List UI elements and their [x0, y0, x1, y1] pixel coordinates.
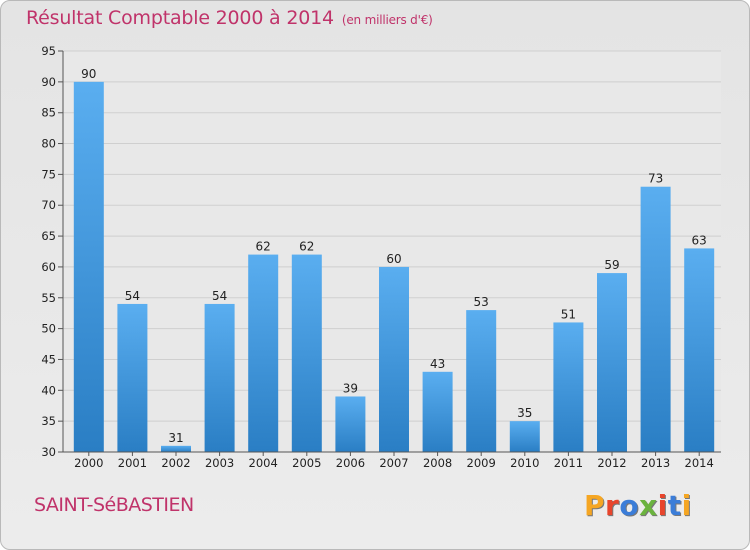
y-tick-label: 90 — [41, 75, 56, 89]
y-tick-label: 60 — [41, 260, 56, 274]
y-tick-label: 80 — [41, 137, 56, 151]
bar — [248, 254, 279, 452]
x-tick-label: 2013 — [641, 456, 670, 470]
y-tick-label: 40 — [41, 383, 56, 397]
data-label: 60 — [386, 252, 401, 266]
x-tick-label: 2012 — [597, 456, 626, 470]
logo-letter: i — [657, 489, 668, 522]
y-tick-label: 95 — [41, 44, 56, 58]
bar — [335, 396, 366, 452]
data-label: 39 — [343, 381, 358, 395]
data-label: 53 — [474, 295, 489, 309]
x-tick-label: 2001 — [118, 456, 147, 470]
x-tick-label: 2000 — [74, 456, 103, 470]
bar — [684, 248, 715, 452]
logo-letter: o — [619, 489, 640, 522]
bar — [73, 81, 104, 452]
chart-title: Résultat Comptable 2000 à 2014 (en millie… — [26, 7, 433, 29]
data-label: 31 — [168, 431, 183, 445]
data-label: 43 — [430, 357, 445, 371]
x-tick-label: 2014 — [685, 456, 714, 470]
data-label: 54 — [212, 289, 227, 303]
bar — [553, 322, 584, 452]
y-tick-label: 50 — [41, 322, 56, 336]
bar — [161, 445, 191, 452]
data-label: 35 — [517, 406, 532, 420]
data-label: 59 — [604, 258, 619, 272]
data-label: 62 — [299, 240, 314, 254]
y-tick-label: 85 — [41, 106, 56, 120]
x-tick-label: 2009 — [467, 456, 496, 470]
bar — [291, 254, 322, 452]
logo-letter: x — [639, 489, 658, 522]
data-label: 63 — [692, 233, 707, 247]
logo-letter: t — [667, 489, 682, 522]
data-label: 73 — [648, 172, 663, 186]
chart-subtitle: (en milliers d'€) — [341, 13, 433, 27]
town-name: SAINT-SéBASTIEN — [34, 494, 194, 516]
data-label: 54 — [125, 289, 140, 303]
x-tick-label: 2007 — [379, 456, 408, 470]
y-tick-label: 55 — [41, 291, 56, 305]
bar — [640, 186, 671, 452]
bar — [422, 371, 453, 452]
bar — [379, 266, 409, 452]
proxiti-logo: Proxiti — [584, 489, 692, 522]
data-label: 51 — [561, 307, 576, 321]
logo-letter: r — [605, 489, 620, 522]
y-tick-label: 65 — [41, 229, 56, 243]
x-tick-label: 2011 — [554, 456, 583, 470]
x-tick-label: 2010 — [510, 456, 539, 470]
x-tick-label: 2002 — [161, 456, 190, 470]
y-tick-label: 35 — [41, 414, 56, 428]
x-tick-label: 2003 — [205, 456, 234, 470]
bar — [509, 421, 540, 452]
logo-letter: i — [681, 489, 692, 522]
x-tick-label: 2008 — [423, 456, 452, 470]
title-text: Résultat Comptable 2000 à 2014 — [26, 7, 334, 29]
x-tick-label: 2005 — [292, 456, 321, 470]
x-tick-label: 2006 — [336, 456, 365, 470]
bar — [597, 273, 627, 452]
bar — [204, 303, 235, 452]
y-tick-label: 70 — [41, 198, 56, 212]
y-tick-label: 75 — [41, 167, 56, 181]
bar — [117, 303, 148, 452]
y-tick-label: 30 — [41, 445, 56, 459]
data-label: 62 — [256, 240, 271, 254]
logo-letter: P — [584, 489, 606, 522]
x-tick-label: 2004 — [249, 456, 278, 470]
y-tick-label: 45 — [41, 352, 56, 366]
bar — [466, 310, 497, 452]
data-label: 90 — [81, 67, 96, 81]
